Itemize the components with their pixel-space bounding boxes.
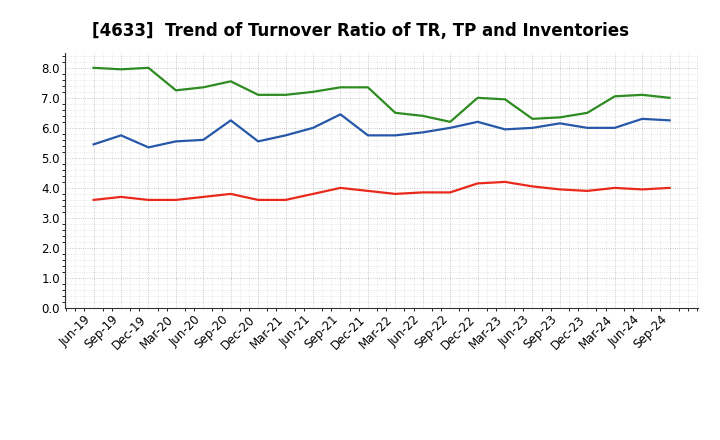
Trade Receivables bbox=[528, 184, 537, 189]
Inventories bbox=[446, 119, 454, 125]
Trade Payables bbox=[583, 125, 592, 131]
Trade Payables bbox=[665, 118, 674, 123]
Trade Receivables bbox=[611, 185, 619, 191]
Trade Receivables bbox=[171, 197, 180, 202]
Trade Receivables bbox=[638, 187, 647, 192]
Trade Receivables bbox=[418, 190, 427, 195]
Trade Receivables bbox=[473, 181, 482, 186]
Inventories bbox=[583, 110, 592, 115]
Trade Payables bbox=[336, 112, 345, 117]
Trade Payables bbox=[473, 119, 482, 125]
Trade Receivables bbox=[254, 197, 263, 202]
Trade Payables bbox=[226, 118, 235, 123]
Trade Payables bbox=[309, 125, 318, 131]
Trade Receivables bbox=[446, 190, 454, 195]
Trade Payables bbox=[638, 116, 647, 121]
Trade Payables bbox=[282, 133, 290, 138]
Trade Payables bbox=[364, 133, 372, 138]
Trade Payables bbox=[171, 139, 180, 144]
Inventories bbox=[309, 89, 318, 95]
Inventories bbox=[171, 88, 180, 93]
Trade Payables bbox=[144, 145, 153, 150]
Inventories bbox=[89, 65, 98, 70]
Inventories bbox=[500, 97, 509, 102]
Inventories bbox=[117, 67, 125, 72]
Line: Inventories: Inventories bbox=[94, 68, 670, 122]
Trade Receivables bbox=[199, 194, 207, 200]
Trade Receivables bbox=[282, 197, 290, 202]
Trade Receivables bbox=[391, 191, 400, 197]
Trade Receivables bbox=[500, 179, 509, 184]
Inventories bbox=[364, 84, 372, 90]
Trade Payables bbox=[611, 125, 619, 131]
Trade Receivables bbox=[226, 191, 235, 197]
Inventories bbox=[638, 92, 647, 98]
Trade Payables bbox=[528, 125, 537, 131]
Inventories bbox=[199, 84, 207, 90]
Trade Receivables bbox=[556, 187, 564, 192]
Inventories bbox=[144, 65, 153, 70]
Trade Receivables bbox=[117, 194, 125, 200]
Trade Receivables bbox=[309, 191, 318, 197]
Trade Payables bbox=[254, 139, 263, 144]
Line: Trade Receivables: Trade Receivables bbox=[94, 182, 670, 200]
Inventories bbox=[528, 116, 537, 121]
Trade Payables bbox=[89, 142, 98, 147]
Inventories bbox=[556, 115, 564, 120]
Inventories bbox=[336, 84, 345, 90]
Trade Payables bbox=[199, 137, 207, 143]
Trade Receivables bbox=[583, 188, 592, 194]
Inventories bbox=[282, 92, 290, 98]
Trade Payables bbox=[391, 133, 400, 138]
Trade Payables bbox=[117, 133, 125, 138]
Trade Receivables bbox=[364, 188, 372, 194]
Inventories bbox=[473, 95, 482, 100]
Inventories bbox=[391, 110, 400, 115]
Trade Payables bbox=[556, 121, 564, 126]
Trade Payables bbox=[500, 127, 509, 132]
Inventories bbox=[226, 79, 235, 84]
Line: Trade Payables: Trade Payables bbox=[94, 114, 670, 147]
Trade Receivables bbox=[665, 185, 674, 191]
Trade Receivables bbox=[89, 197, 98, 202]
Inventories bbox=[254, 92, 263, 98]
Trade Receivables bbox=[144, 197, 153, 202]
Trade Payables bbox=[418, 130, 427, 135]
Text: [4633]  Trend of Turnover Ratio of TR, TP and Inventories: [4633] Trend of Turnover Ratio of TR, TP… bbox=[91, 22, 629, 40]
Inventories bbox=[665, 95, 674, 100]
Trade Receivables bbox=[336, 185, 345, 191]
Inventories bbox=[418, 113, 427, 118]
Inventories bbox=[611, 94, 619, 99]
Trade Payables bbox=[446, 125, 454, 131]
